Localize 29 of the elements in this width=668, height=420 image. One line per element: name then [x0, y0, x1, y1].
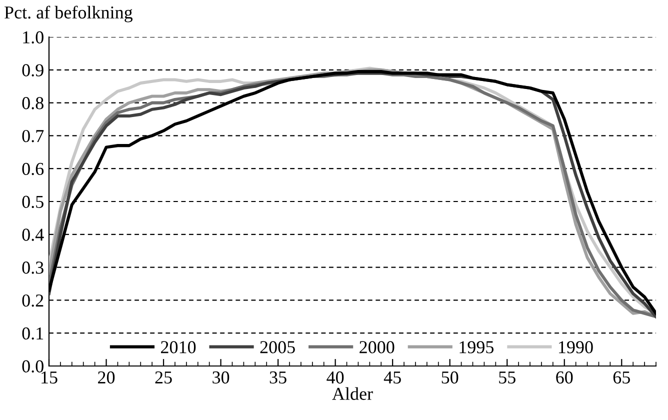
y-tick-label: 0.8 [22, 97, 44, 110]
x-axis-title: Alder [332, 387, 373, 400]
y-axis-title: Pct. af befolkning [4, 6, 133, 22]
x-tick-label: 50 [442, 371, 458, 384]
x-tick-label: 30 [212, 371, 230, 384]
y-tick-label: 0.6 [22, 162, 44, 176]
legend-label: 1995 [460, 341, 494, 354]
legend-label: 2000 [360, 341, 394, 354]
x-tick-label: 25 [155, 371, 172, 384]
x-tick-label: 15 [42, 371, 58, 384]
y-tick-label: 0.7 [22, 130, 44, 142]
y-tick-label: 0.5 [22, 196, 44, 208]
x-tick-label: 55 [499, 372, 516, 384]
legend-label: 2010 [161, 341, 196, 354]
x-tick-label: 40 [326, 371, 344, 384]
y-tick-label: 0.0 [22, 360, 44, 373]
y-tick-label: 1.0 [23, 31, 44, 44]
x-tick-label: 60 [556, 371, 573, 384]
y-tick-label: 0.2 [22, 294, 44, 307]
y-tick-label: 0.1 [22, 327, 44, 340]
y-tick-label: 0.4 [22, 228, 44, 241]
x-tick-label: 65 [613, 371, 630, 384]
x-tick-label: 20 [98, 371, 115, 384]
legend-label: 2005 [260, 341, 295, 354]
y-tick-label: 0.9 [22, 64, 44, 76]
x-tick-label: 35 [270, 371, 286, 384]
legend-label: 1990 [559, 341, 593, 354]
x-tick-label: 45 [384, 372, 401, 384]
y-tick-label: 0.3 [22, 262, 44, 274]
